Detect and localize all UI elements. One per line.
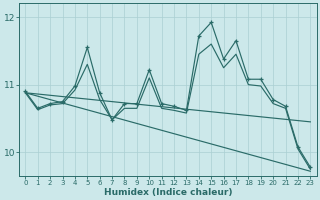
X-axis label: Humidex (Indice chaleur): Humidex (Indice chaleur) [104,188,232,197]
